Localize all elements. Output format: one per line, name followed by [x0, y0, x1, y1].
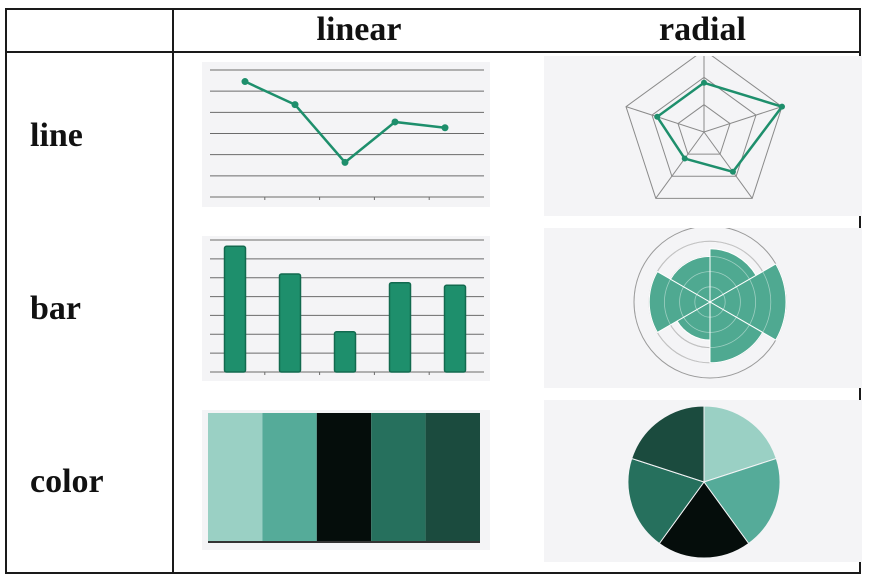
pie-slice: [703, 405, 777, 483]
radial-color-chart: [544, 400, 862, 562]
row-header-bar: bar: [30, 290, 81, 327]
linear-color-chart: [202, 410, 490, 550]
radial-line-chart: [544, 56, 862, 216]
row-header-color: color: [30, 463, 104, 500]
pie-slice: [703, 457, 781, 545]
linear-bar-chart: [202, 236, 490, 381]
bar: [278, 273, 302, 373]
data-point: [291, 101, 299, 109]
color-band: [316, 413, 372, 541]
radar-spoke: [703, 131, 753, 199]
data-point: [681, 155, 688, 162]
radar-spoke: [655, 131, 705, 199]
panel-radial-bar: [544, 228, 862, 388]
data-point: [391, 118, 399, 126]
bar: [223, 245, 247, 373]
pie-slice: [658, 481, 750, 559]
column-header-radial: radial: [659, 10, 746, 48]
color-band: [262, 413, 317, 541]
bar: [443, 284, 467, 373]
data-point: [241, 78, 249, 86]
bar: [388, 281, 412, 373]
radial-inner-gridline: [679, 271, 741, 333]
radial-bar: [708, 263, 787, 341]
bar: [333, 331, 357, 373]
panel-linear-bar: [202, 236, 490, 381]
panel-radial-line: [544, 56, 862, 216]
radar-spoke: [703, 106, 783, 133]
radial-inner-gridline: [694, 286, 726, 318]
radial-bar-chart: [544, 228, 862, 388]
data-point: [701, 79, 707, 86]
radar-ring: [651, 76, 757, 177]
radial-bar: [709, 301, 764, 364]
data-point: [654, 113, 661, 120]
color-band: [371, 413, 426, 541]
header-row-divider: [5, 51, 861, 53]
panel-background: [202, 62, 490, 207]
radial-bar: [709, 248, 757, 303]
data-point: [341, 158, 349, 166]
data-point: [778, 103, 785, 110]
radial-inner-gridline: [664, 256, 756, 348]
pie-slice: [627, 457, 705, 545]
radial-bar: [669, 255, 711, 303]
radar-ring: [677, 104, 731, 155]
radial-inner-gridline: [648, 240, 772, 364]
column-header-linear: linear: [316, 10, 402, 48]
linear-line-chart: [202, 62, 490, 207]
color-band: [425, 413, 480, 541]
color-band: [208, 413, 263, 541]
radar-spoke: [625, 106, 705, 133]
panel-radial-color: [544, 400, 862, 562]
panel-linear-color: [202, 410, 490, 550]
series-line: [655, 81, 785, 174]
radar-ring: [625, 56, 783, 199]
column-divider-1: [172, 8, 174, 574]
data-point: [441, 124, 449, 132]
row-header-line: line: [30, 117, 83, 154]
radial-bar: [648, 270, 711, 334]
data-point: [729, 168, 736, 175]
pie-slice: [631, 405, 705, 483]
panel-linear-line: [202, 62, 490, 207]
